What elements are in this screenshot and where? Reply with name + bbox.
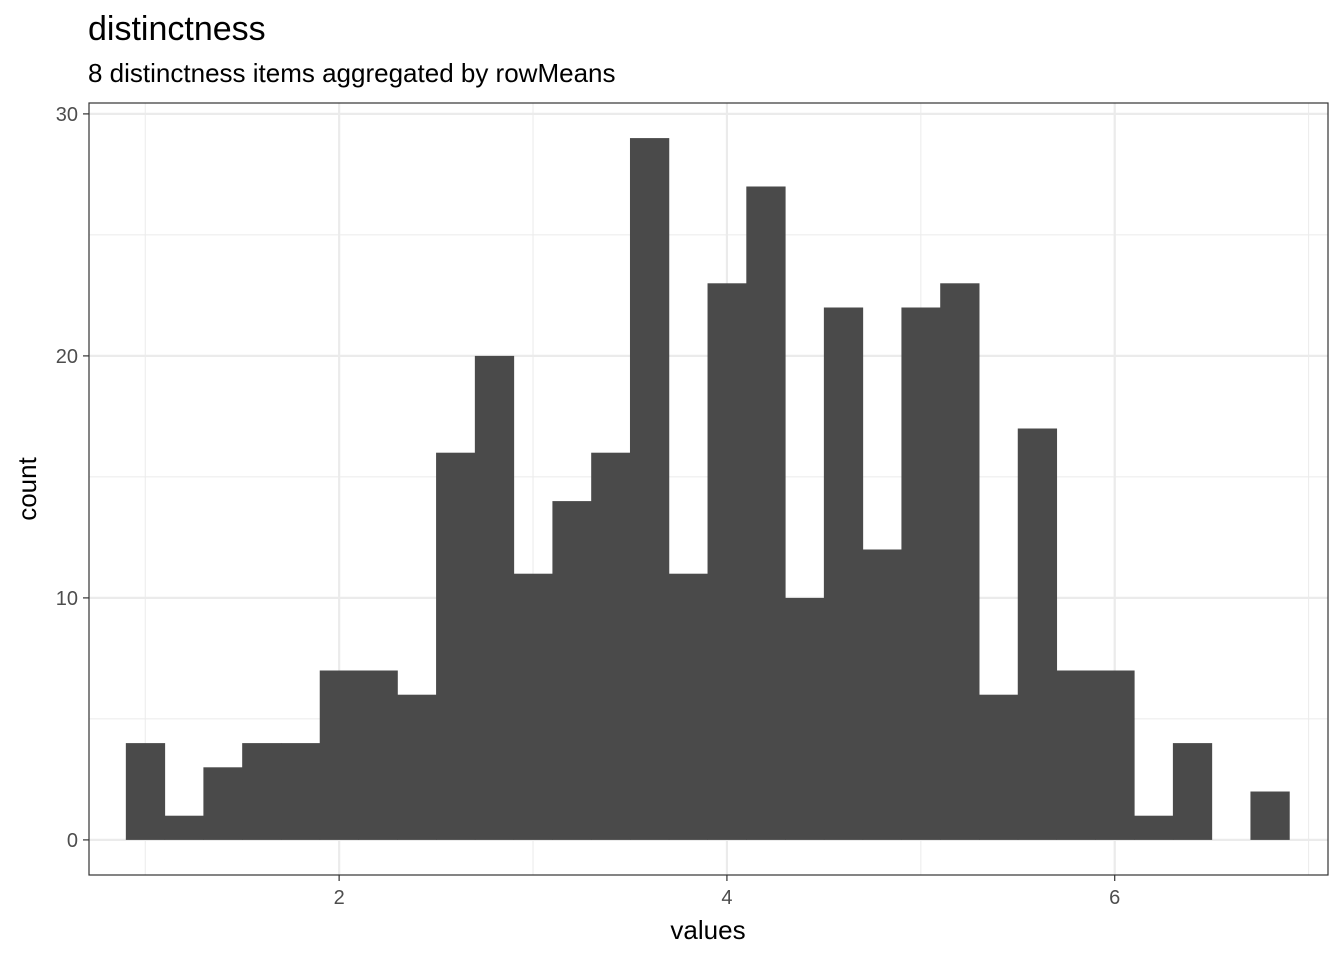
histogram-bar xyxy=(1017,428,1058,840)
histogram-bar xyxy=(901,307,941,840)
histogram-bar xyxy=(280,743,321,840)
histogram-bar xyxy=(629,138,670,840)
x-tick-label: 6 xyxy=(1109,887,1120,909)
histogram-bar xyxy=(203,767,243,840)
histogram-bars xyxy=(125,138,1290,840)
histogram-bar xyxy=(474,355,515,840)
histogram-bar xyxy=(358,670,398,840)
histogram-bar xyxy=(397,694,437,840)
histogram-bar xyxy=(125,743,166,840)
histogram-bar xyxy=(978,694,1019,840)
histogram-bar xyxy=(707,283,747,840)
histogram-bar xyxy=(436,452,476,840)
histogram-bar xyxy=(513,573,553,840)
y-axis-title: count xyxy=(12,456,42,520)
histogram-bar xyxy=(1056,670,1096,840)
y-tick-label: 10 xyxy=(56,588,78,610)
histogram-bar xyxy=(668,573,709,840)
histogram-bar xyxy=(823,307,864,840)
histogram-bar xyxy=(552,501,592,840)
x-axis-title: values xyxy=(670,915,745,945)
histogram-bar xyxy=(940,283,980,840)
chart-subtitle: 8 distinctness items aggregated by rowMe… xyxy=(88,58,616,88)
histogram-bar xyxy=(1250,791,1290,840)
histogram-bar xyxy=(862,549,902,840)
histogram-bar xyxy=(1095,670,1135,840)
x-tick-label: 4 xyxy=(721,887,732,909)
histogram-bar xyxy=(319,670,360,840)
histogram-bar xyxy=(1134,815,1174,840)
histogram-bar xyxy=(164,815,204,840)
x-axis: 2 4 6 xyxy=(334,875,1120,909)
histogram-bar xyxy=(746,186,786,840)
y-tick-label: 30 xyxy=(56,104,78,126)
y-tick-label: 20 xyxy=(56,346,78,368)
histogram-bar xyxy=(591,452,631,840)
histogram-bar xyxy=(785,597,825,840)
chart-title: distinctness xyxy=(88,10,266,48)
y-tick-label: 0 xyxy=(67,830,78,852)
x-tick-label: 2 xyxy=(334,887,345,909)
y-axis: 0 10 20 30 xyxy=(56,104,89,852)
panel-border xyxy=(88,102,1329,876)
histogram-bar xyxy=(1172,743,1213,840)
histogram-bar xyxy=(242,743,282,840)
